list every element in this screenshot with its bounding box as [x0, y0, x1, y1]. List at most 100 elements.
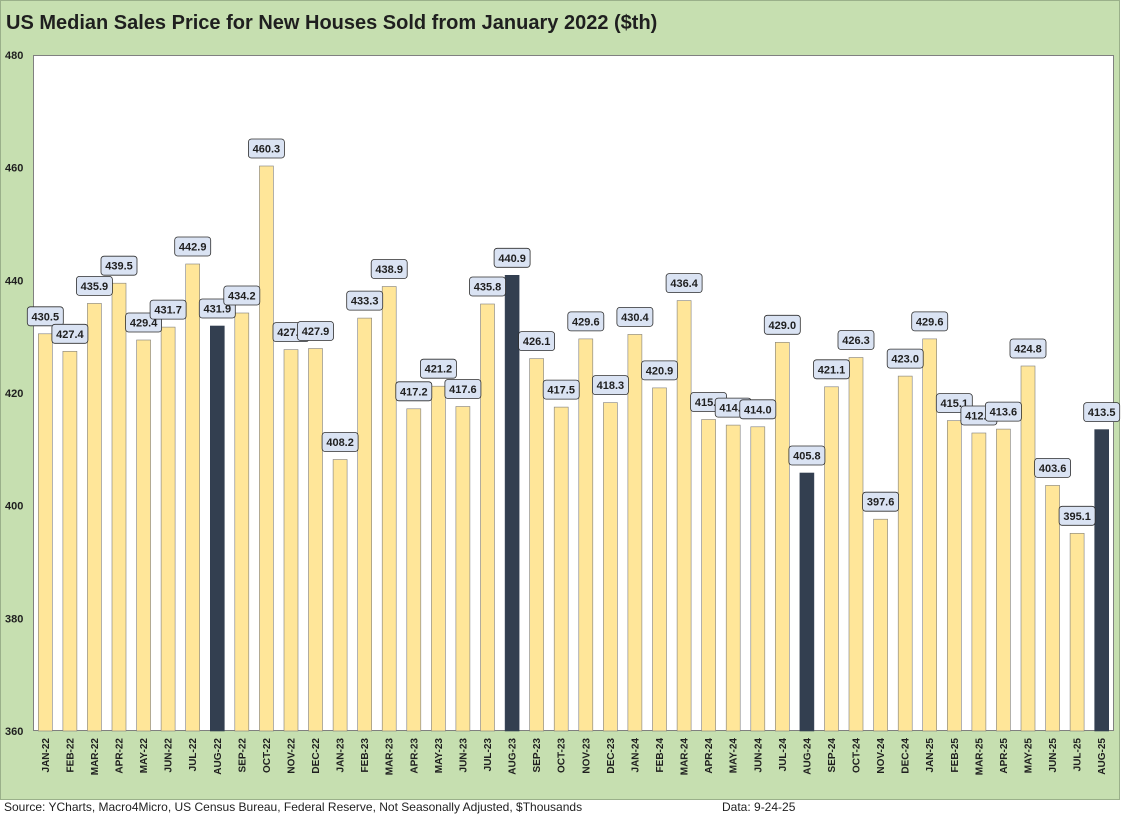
- data-label-box: [1058, 505, 1096, 526]
- bar-nov-22: [283, 349, 299, 732]
- data-label-box: [1034, 457, 1071, 478]
- data-label: 424.8: [1014, 344, 1042, 356]
- bar-sep-22: [234, 312, 250, 732]
- data-label: 440.9: [498, 253, 526, 265]
- y-tick-label: 380: [5, 613, 23, 625]
- x-tick-label: AUG-22: [213, 738, 224, 775]
- x-tick-label: NOV-24: [876, 738, 887, 774]
- data-label: 426.3: [842, 335, 870, 347]
- bar-feb-25: [946, 420, 962, 732]
- bar-may-24: [725, 424, 741, 732]
- data-label: 435.9: [81, 281, 109, 293]
- data-label-box: [788, 445, 826, 466]
- data-label-box: [567, 311, 605, 332]
- data-label: 413.5: [1088, 407, 1116, 419]
- bar-jun-23: [455, 406, 471, 732]
- x-tick-label: JUL-23: [483, 738, 494, 772]
- data-label-box: [26, 306, 64, 327]
- x-tick-label: NOV-22: [287, 738, 298, 774]
- bar-jan-24: [627, 334, 643, 732]
- data-label-box: [223, 285, 261, 306]
- bars-layer: [37, 165, 1109, 732]
- bar-nov-23: [578, 338, 594, 732]
- x-tick-label: AUG-24: [802, 738, 813, 775]
- x-tick-label: FEB-23: [360, 738, 371, 773]
- data-label-box: [985, 401, 1022, 422]
- x-tick-label: JUN-22: [164, 738, 175, 773]
- bar-mar-24: [676, 300, 692, 732]
- bar-aug-23: [504, 274, 520, 732]
- data-label-box: [297, 321, 334, 341]
- bar-may-25: [1020, 365, 1036, 732]
- data-label: 427.9: [302, 326, 330, 338]
- data-label: 405.8: [793, 451, 821, 463]
- bar-mar-22: [87, 303, 102, 732]
- x-tick-label: SEP-24: [827, 738, 838, 773]
- data-label: 423.0: [891, 354, 919, 366]
- bar-jun-25: [1045, 485, 1060, 732]
- data-label: 429.6: [572, 316, 600, 328]
- bar-may-22: [136, 339, 151, 732]
- x-tick-label: JAN-23: [336, 738, 347, 773]
- data-label-box: [665, 273, 703, 294]
- data-label: 429.6: [916, 316, 944, 328]
- data-label-box: [518, 331, 555, 352]
- data-label: 435.8: [474, 282, 502, 294]
- x-tick-label: DEC-23: [606, 738, 617, 774]
- data-label-box: [174, 236, 212, 257]
- bar-dec-23: [603, 402, 618, 732]
- bar-apr-23: [406, 408, 422, 732]
- x-tick-label: FEB-22: [65, 738, 76, 773]
- x-tick-label: DEC-22: [311, 738, 322, 774]
- x-tick-label: FEB-24: [655, 738, 666, 773]
- bar-jul-23: [480, 303, 495, 732]
- x-tick-label: JAN-22: [41, 738, 52, 773]
- x-tick-label: MAY-25: [1024, 738, 1035, 774]
- x-tick-label: JUN-24: [753, 738, 764, 773]
- x-tick-label: OCT-24: [852, 738, 863, 773]
- data-label: 427.4: [56, 329, 84, 341]
- data-label-box: [76, 275, 113, 296]
- data-label-box: [51, 323, 89, 344]
- bar-jun-22: [160, 326, 176, 732]
- bar-mar-23: [381, 286, 397, 732]
- y-tick-label: 480: [5, 50, 23, 62]
- data-label-box: [444, 379, 482, 399]
- bar-apr-25: [996, 428, 1011, 732]
- x-tick-label: AUG-23: [508, 738, 519, 775]
- data-label: 417.2: [400, 386, 428, 398]
- x-tick-label: JUL-25: [1073, 738, 1084, 772]
- x-tick-label: APR-22: [115, 738, 126, 774]
- data-label-box: [493, 247, 531, 268]
- x-tick-label: MAY-22: [139, 738, 150, 774]
- data-label-box: [149, 299, 187, 320]
- x-tick-label: DEC-24: [901, 738, 912, 774]
- bar-sep-23: [529, 358, 544, 732]
- data-label: 413.6: [990, 407, 1018, 419]
- x-tick-label: OCT-22: [262, 738, 273, 773]
- bar-jul-25: [1069, 532, 1085, 732]
- data-label: 430.4: [621, 312, 649, 324]
- chart-title: US Median Sales Price for New Houses Sol…: [6, 12, 658, 34]
- x-tick-label: JAN-24: [630, 738, 641, 773]
- data-label: 417.6: [449, 384, 477, 396]
- data-label: 408.2: [326, 437, 354, 449]
- data-label-box: [763, 314, 801, 335]
- x-tick-label: APR-23: [409, 738, 420, 774]
- x-tick-label: JUL-24: [778, 738, 789, 772]
- x-tick-label: JUN-25: [1048, 738, 1059, 773]
- bar-apr-22: [111, 282, 127, 732]
- data-label-box: [542, 379, 580, 400]
- data-label: 397.6: [867, 497, 895, 509]
- bar-aug-25: [1094, 429, 1109, 732]
- bar-aug-22: [210, 325, 225, 732]
- bar-oct-23: [553, 406, 569, 732]
- y-tick-label: 460: [5, 163, 23, 175]
- data-label-box: [395, 381, 433, 402]
- data-label-box: [370, 259, 408, 279]
- x-tick-label: NOV-23: [581, 738, 592, 774]
- data-label-box: [592, 375, 629, 396]
- bar-mar-25: [971, 432, 987, 732]
- data-label-box: [813, 359, 850, 380]
